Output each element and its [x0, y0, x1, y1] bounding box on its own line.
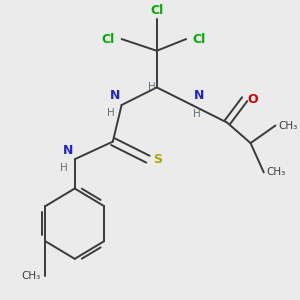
- Text: H: H: [194, 110, 201, 119]
- Text: CH₃: CH₃: [267, 167, 286, 177]
- Text: H: H: [106, 108, 114, 118]
- Text: H: H: [148, 82, 155, 92]
- Text: O: O: [247, 93, 258, 106]
- Text: Cl: Cl: [150, 4, 164, 17]
- Text: CH₃: CH₃: [278, 121, 298, 130]
- Text: H: H: [60, 163, 68, 173]
- Text: N: N: [194, 89, 204, 102]
- Text: N: N: [63, 144, 73, 157]
- Text: N: N: [110, 89, 120, 102]
- Text: Cl: Cl: [101, 33, 114, 46]
- Text: S: S: [153, 153, 162, 166]
- Text: Cl: Cl: [192, 33, 205, 46]
- Text: CH₃: CH₃: [22, 272, 41, 281]
